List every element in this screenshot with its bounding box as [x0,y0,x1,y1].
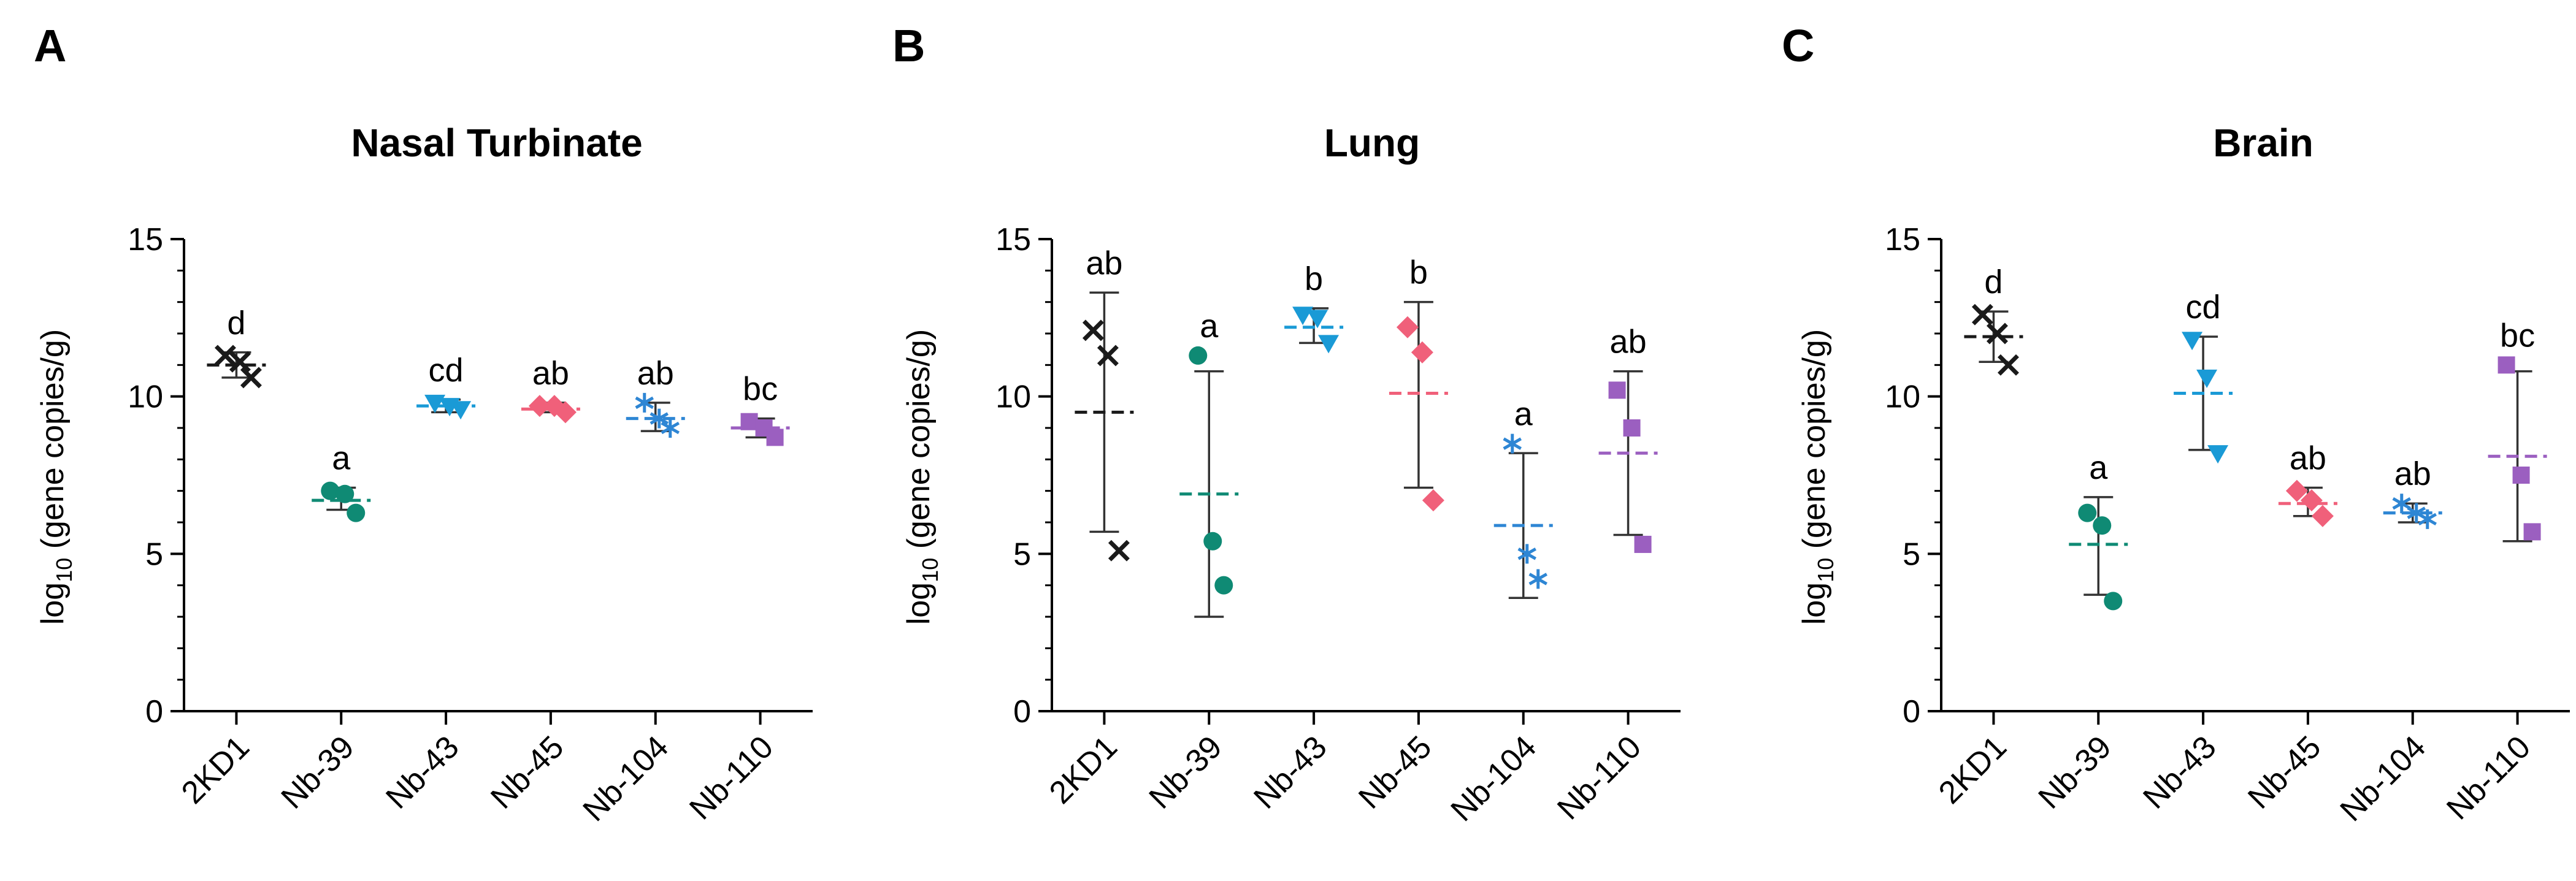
y-axis-label-rest: (gene copies/g) [901,329,937,558]
data-point [1307,310,1328,329]
panel-letter-c: C [1782,20,1814,71]
data-point [2104,592,2123,611]
significance-letter: bc [743,371,778,408]
data-point [1108,540,1130,562]
significance-letter: cd [2186,289,2221,326]
significance-letter: d [1984,264,2003,300]
data-point [1971,303,1993,326]
data-point [214,345,236,367]
data-point [1082,319,1104,341]
y-tick-label: 10 [995,379,1031,415]
y-tick-label: 0 [1013,694,1031,730]
y-axis-label-rest: (gene copies/g) [35,329,71,558]
data-point [1517,544,1536,564]
significance-letter: ab [2394,456,2431,492]
y-tick-label: 0 [1903,694,1920,730]
data-point [1503,433,1522,454]
y-tick-label: 15 [995,222,1031,257]
data-point [1396,316,1419,338]
data-point [661,418,680,438]
significance-letter: ab [2290,440,2326,477]
data-point [1189,346,1208,365]
chart-title-c: Brain [2213,121,2313,165]
y-tick-label: 15 [128,222,163,257]
significance-letter: ab [1610,324,1647,360]
data-point [240,367,262,389]
data-point [450,401,472,420]
significance-letter: ab [532,355,569,392]
y-axis-label-rest: (gene copies/g) [1796,329,1832,558]
y-tick-label: 5 [1013,536,1031,572]
y-tick-label: 5 [145,536,163,572]
chart-title-b: Lung [1324,121,1420,165]
data-point [229,351,251,373]
y-axis-label-c: log10 (gene copies/g) [1796,329,1838,625]
significance-letter: cd [429,352,464,389]
data-point [1203,532,1222,551]
data-point [1214,576,1233,595]
significance-letter: ab [1086,245,1122,281]
significance-letter: b [1305,261,1323,297]
significance-letter: b [1409,254,1428,291]
y-axis-label-subscript: 10 [52,558,77,582]
y-axis-label-subscript: 10 [1813,558,1838,582]
significance-letter: d [227,305,245,341]
significance-letter: bc [2500,317,2535,354]
panel-letter-a: A [34,20,66,71]
data-point [2392,494,2411,514]
data-point [1623,419,1641,437]
significance-letter: ab [637,355,674,392]
data-point [528,395,551,418]
data-point [740,413,758,430]
data-point [2523,523,2541,541]
y-axis-label-main: log [901,582,937,625]
data-point [2093,516,2112,535]
data-point [650,408,669,429]
data-point [2512,467,2530,484]
y-axis-label-main: log [1796,582,1832,625]
data-point [1634,535,1652,553]
y-tick-label: 5 [1903,536,1920,572]
data-point [2497,356,2515,374]
data-point [1422,489,1444,512]
chart-title-a: Nasal Turbinate [351,121,642,165]
data-point [766,429,784,446]
y-tick-label: 10 [1885,379,1920,415]
data-point [635,392,654,413]
data-point [2196,369,2218,388]
data-point [1411,341,1433,364]
data-point [1318,335,1340,354]
data-point [2207,445,2229,464]
data-point [347,503,366,522]
significance-letter: a [1514,396,1533,433]
y-axis-label-b: log10 (gene copies/g) [901,329,943,625]
data-point [2078,503,2097,522]
panel-letter-b: B [892,20,925,71]
data-point [1608,381,1626,399]
data-point [1097,345,1119,367]
data-point [1528,569,1547,589]
y-axis-label-main: log [35,582,71,625]
data-point [554,401,577,424]
data-point [2300,489,2323,512]
y-tick-label: 10 [128,379,163,415]
y-tick-label: 0 [145,694,163,730]
y-tick-label: 15 [1885,222,1920,257]
significance-letter: a [332,440,351,477]
significance-letter: a [2089,449,2108,486]
data-point [335,484,355,503]
data-point [2418,509,2437,529]
y-axis-label-a: log10 (gene copies/g) [35,329,77,625]
data-point [1986,322,2008,345]
data-point [1997,354,2019,376]
data-point [2311,505,2334,527]
data-point [2182,332,2203,351]
data-point [2285,479,2308,502]
significance-letter: a [1200,308,1219,345]
data-point [321,481,340,500]
y-axis-label-subscript: 10 [918,558,943,582]
